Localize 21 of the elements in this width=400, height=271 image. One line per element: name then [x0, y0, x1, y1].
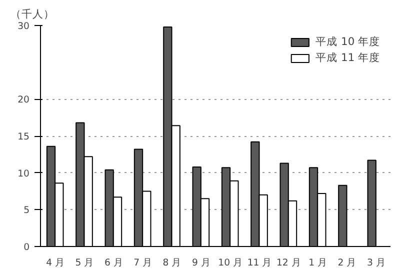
x-tick-label: 4 月 — [46, 258, 64, 268]
y-axis-title: （千人） — [10, 8, 54, 20]
x-tick-label: 9 月 — [192, 258, 210, 268]
y-tick-label: 15 — [18, 132, 30, 142]
x-tick-label: 2 月 — [338, 258, 356, 268]
legend-label: 平成 11 年度 — [316, 51, 380, 65]
y-tick-label: 30 — [18, 21, 30, 32]
y-tick-label: 10 — [18, 168, 30, 180]
x-tick-label: 11 月 — [247, 258, 272, 268]
x-tick-label: 12 月 — [276, 258, 300, 268]
legend-label: 平成 10 年度 — [316, 35, 380, 49]
y-tick-label: 5 — [24, 205, 30, 216]
y-tick-label: 20 — [18, 94, 30, 106]
x-tick-label: 5 月 — [75, 258, 94, 268]
y-tick-label: 0 — [24, 242, 30, 253]
x-tick-label: 7 月 — [134, 258, 152, 268]
x-tick-label: 6 月 — [104, 258, 122, 268]
x-tick-label: 1 月 — [308, 258, 327, 268]
x-tick-label: 8 月 — [162, 258, 181, 268]
x-tick-label: 3 月 — [366, 258, 385, 268]
x-tick-label: 10 月 — [218, 258, 242, 268]
